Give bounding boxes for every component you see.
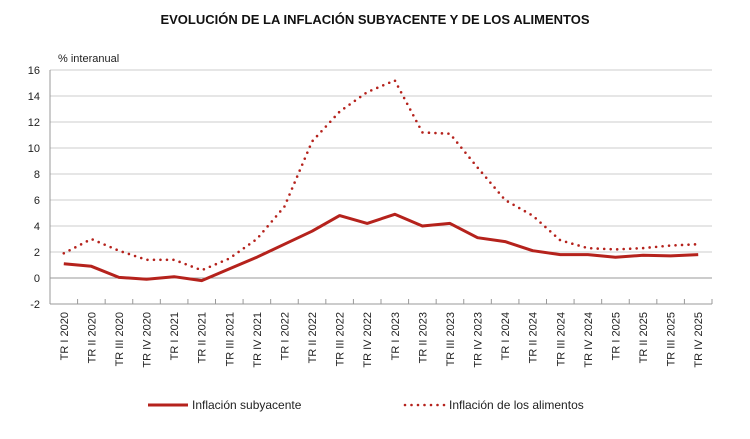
series-line-alimentos [62,79,700,272]
y-tick-label: 10 [28,143,40,155]
x-tick-label: TR IV 2023 [473,312,485,368]
x-tick-label: TR II 2021 [197,312,209,363]
x-tick-label: TR I 2022 [279,312,291,360]
x-tick-label: TR III 2024 [555,312,567,366]
y-tick-label: 6 [34,195,40,207]
x-tick-label: TR IV 2024 [583,312,595,368]
x-tick-label: TR I 2024 [500,312,512,360]
x-tick-label: TR IV 2021 [252,312,264,368]
x-tick-label: TR IV 2020 [142,312,154,368]
x-tick-label: TR I 2021 [169,312,181,360]
y-tick-label: 2 [34,247,40,259]
x-tick-label: TR IV 2022 [362,312,374,368]
x-tick-label: TR I 2025 [610,312,622,360]
x-tick-label: TR IV 2025 [693,312,705,368]
x-tick-label: TR I 2020 [59,312,71,360]
x-tick-label: TR III 2023 [445,312,457,366]
x-tick-label: TR III 2025 [666,312,678,366]
x-tick-label: TR II 2024 [528,312,540,363]
y-tick-label: 4 [34,221,40,233]
y-tick-label: 14 [28,91,40,103]
x-tick-label: TR II 2023 [417,312,429,363]
y-tick-label: 12 [28,117,40,129]
y-tick-label: -2 [30,299,40,311]
legend-label: Inflación subyacente [192,398,302,412]
x-tick-label: TR III 2020 [114,312,126,366]
x-tick-label: TR II 2022 [307,312,319,363]
x-tick-label: TR III 2022 [335,312,347,366]
y-tick-label: 0 [34,273,40,285]
x-tick-label: TR III 2021 [224,312,236,366]
y-axis-label: % interanual [58,53,119,65]
x-tick-label: TR I 2023 [390,312,402,360]
x-tick-label: TR II 2020 [86,312,98,363]
y-tick-label: 16 [28,65,40,77]
x-tick-label: TR II 2025 [638,312,650,363]
chart-title: EVOLUCIÓN DE LA INFLACIÓN SUBYACENTE Y D… [160,12,590,27]
legend-label: Inflación de los alimentos [449,398,584,412]
series-line-subyacente [63,212,699,283]
y-tick-label: 8 [34,169,40,181]
